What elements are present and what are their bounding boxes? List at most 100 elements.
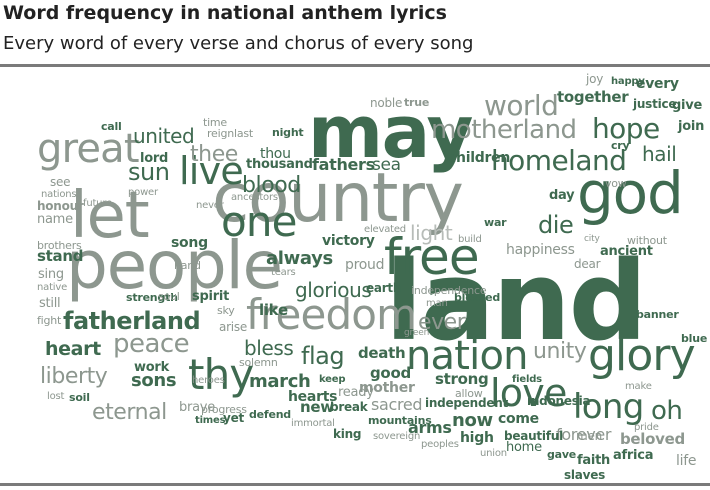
cloud-word-sacred: sacred [371,395,423,414]
cloud-word-unity: unity [533,339,587,364]
cloud-word-let: let [70,179,150,253]
cloud-word-independent: independent [425,396,509,410]
cloud-word-still: still [39,296,61,311]
cloud-word-without: without [627,234,667,247]
cloud-word-long: long [573,387,644,427]
cloud-word-last: last [234,127,253,140]
cloud-word-thee: thee [190,142,238,167]
cloud-word-life: life [676,453,697,469]
cloud-word-light: light [410,221,453,245]
cloud-word-now: now [452,410,493,431]
cloud-word-like: like [259,301,288,319]
cloud-word-name: name [37,212,73,227]
cloud-word-sons: sons [131,370,177,391]
cloud-word-elevated: elevated [364,224,406,235]
chart-subtitle: Every word of every verse and chorus of … [3,33,474,54]
cloud-word-hail: hail [642,142,677,166]
cloud-word-sing: sing [38,267,64,282]
cloud-word-defend: defend [249,408,291,421]
cloud-word-mountains: mountains [368,414,432,427]
cloud-word-land: land [385,237,647,365]
cloud-word-call: call [101,120,122,133]
cloud-word-heroes: heroes [192,375,225,386]
cloud-word-never: never [196,200,224,211]
cloud-word-arise: arise [219,320,248,334]
cloud-word-faith: faith [577,453,611,468]
cloud-word-night: night [272,126,304,139]
cloud-word-tears: tears [271,267,296,278]
cloud-word-song: song [171,235,208,251]
cloud-word-good: good [370,364,411,382]
cloud-word-give: give [672,98,703,113]
cloud-word-hearts: hearts [288,389,338,405]
cloud-word-day: day [549,188,575,203]
cloud-word-blue: blue [681,332,708,345]
cloud-word-glory: glory [588,330,696,381]
cloud-word-free: free [384,228,480,286]
cloud-word-march: march [249,371,311,392]
cloud-word-thou: thou [260,146,291,162]
cloud-word-every: every [636,76,679,92]
cloud-word-arms: arms [408,418,452,437]
cloud-word-spirit: spirit [192,289,230,304]
cloud-word-world: world [484,89,559,122]
cloud-word-time: time [203,116,227,129]
cloud-word-live: live [179,149,244,193]
cloud-word-work: work [134,360,169,375]
cloud-word-native: native [37,282,68,293]
cloud-word-thousand: thousand [246,157,313,172]
cloud-word-reign: reign [207,127,234,140]
cloud-word-green: green [404,328,430,338]
cloud-word-high: high [460,430,494,446]
cloud-word-glorious: glorious [295,278,372,302]
cloud-word-join: join [678,119,705,134]
cloud-word-beloved: beloved [620,430,685,448]
cloud-word-stand: stand [37,247,84,265]
cloud-word-king: king [333,427,362,441]
cloud-word-flag: flag [301,342,345,370]
cloud-word-forever: forever [556,425,612,444]
cloud-word-blessed: blessed [454,291,500,304]
cloud-word-dear: dear [574,257,601,271]
cloud-word-immortal: immortal [291,418,335,429]
cloud-word-break: break [330,400,368,414]
cloud-word-children: children [448,150,511,166]
cloud-word-earth: earth [366,281,402,295]
cloud-word-keep: keep [319,374,346,385]
cloud-word-love: love [490,371,567,415]
cloud-word-together: together [557,88,629,106]
cloud-word-lord: lord [140,151,169,166]
cloud-word-lost: lost [47,391,65,402]
cloud-word-happiness: happiness [506,242,575,258]
cloud-word-solemn: solemn [239,356,278,369]
cloud-word-fatherland: fatherland [63,307,201,335]
bottom-divider [0,483,710,486]
cloud-word-men: men [576,429,602,443]
cloud-word-honour: honour [37,199,84,213]
cloud-word-united: united [133,124,195,148]
cloud-word-great: great [37,126,140,172]
cloud-word-city: city [584,234,600,244]
cloud-word-slaves: slaves [564,468,606,482]
cloud-word-death: death [358,344,406,362]
cloud-word-happy: happy [611,76,645,87]
cloud-word-sea: sea [372,155,401,175]
cloud-word-come: come [498,411,539,427]
cloud-word-god: god [577,159,684,227]
cloud-word-gave: gave [547,448,577,461]
cloud-word-proud: proud [345,257,385,273]
cloud-word-strong: strong [435,370,489,388]
cloud-word-times: times [195,415,226,426]
cloud-word-nation: nation [406,333,528,379]
cloud-word-one: one [221,197,297,246]
cloud-word-liberty: liberty [40,364,108,389]
cloud-word-cry: cry [611,139,630,152]
cloud-word-homeland: homeland [491,144,627,177]
cloud-word-banner: banner [636,308,679,321]
cloud-word-union: union [480,448,507,459]
cloud-word-ready: ready [338,385,374,400]
cloud-word-hand: hand [174,259,201,272]
cloud-word-oh: oh [651,396,683,426]
cloud-word-ancestors: ancestors [231,192,278,203]
cloud-word-allow: allow [455,387,483,400]
